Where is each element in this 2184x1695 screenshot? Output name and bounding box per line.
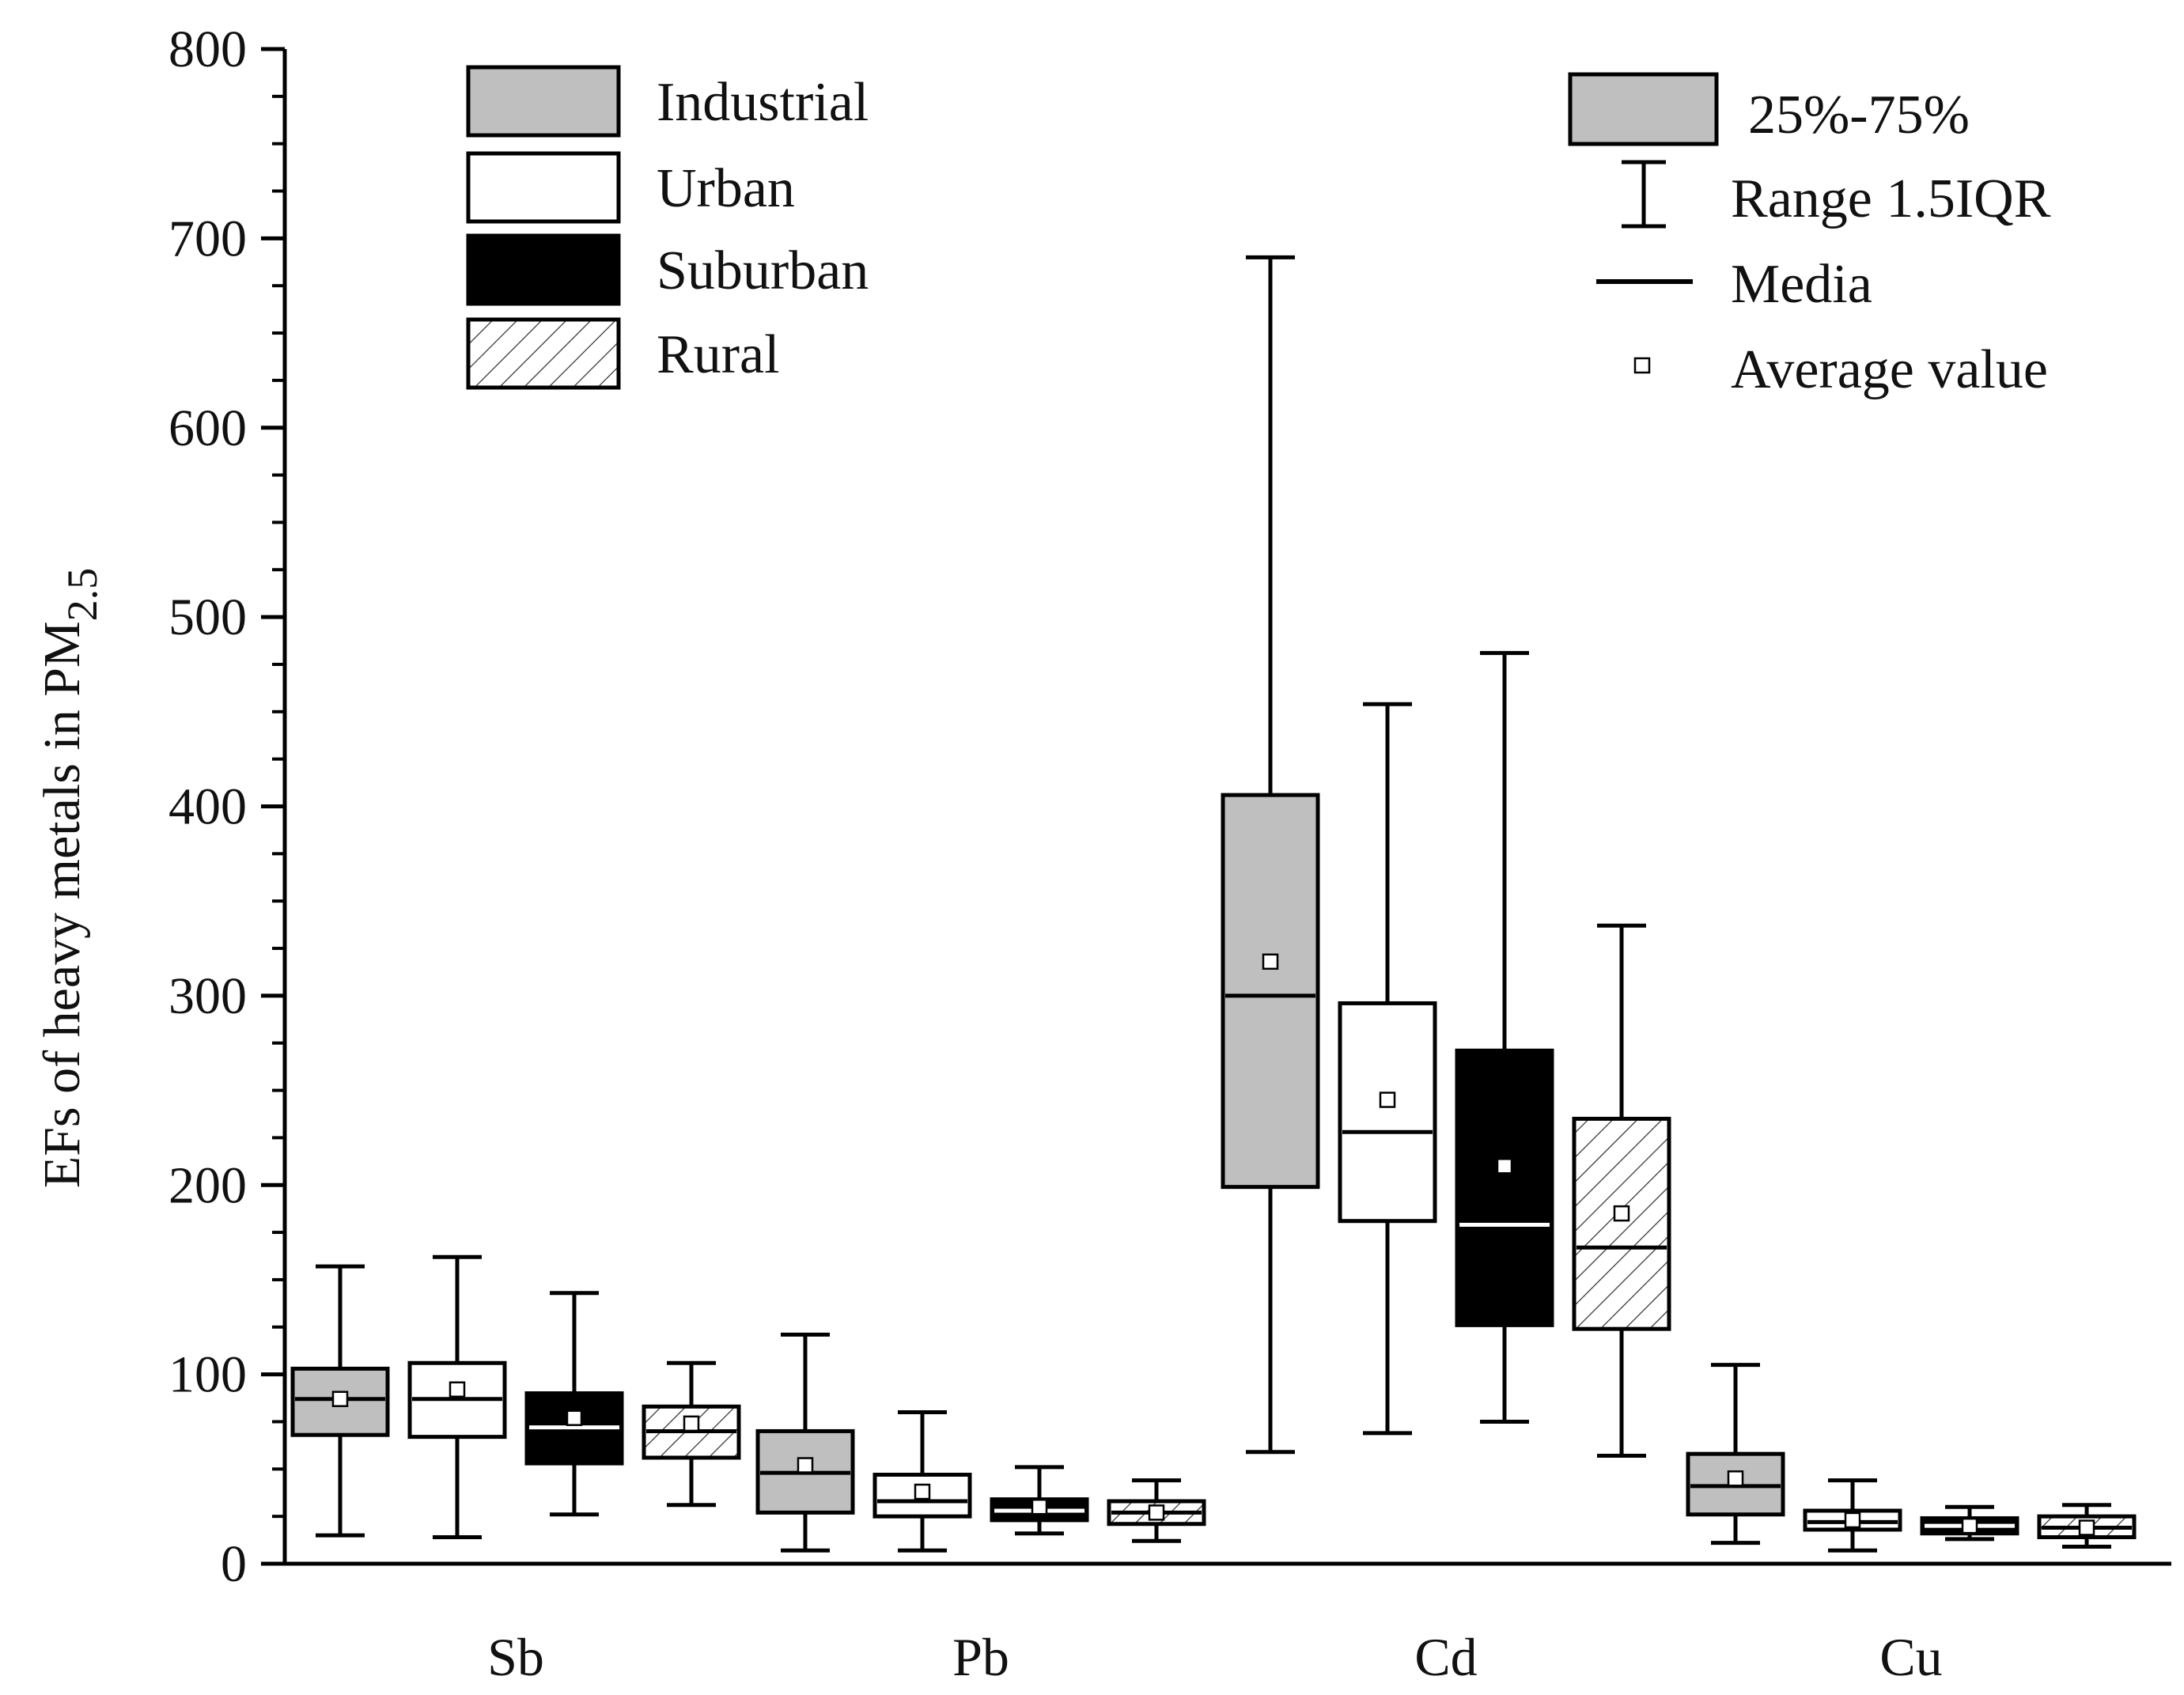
mean-marker [914, 1483, 931, 1500]
x-tick-label-sb: Sb [487, 1627, 544, 1687]
legend-swatch-urban [466, 151, 621, 224]
box-cd-suburban [1455, 651, 1554, 1424]
y-axis-label-main: EFs of heavy metals in PM [33, 621, 91, 1188]
mean-marker [1379, 1092, 1396, 1108]
legend-mean-label: Average value [1731, 339, 2048, 400]
y-tick-label-500: 500 [168, 588, 247, 646]
y-tick-label-300: 300 [168, 967, 247, 1025]
legend-range-label: Range 1.5IQR [1731, 168, 2051, 229]
legend-label-rural: Rural [657, 324, 780, 385]
mean-marker [1496, 1158, 1513, 1175]
y-tick-label-100: 100 [168, 1346, 247, 1404]
legend-swatch-rural [466, 317, 621, 390]
y-tick-label-800: 800 [168, 21, 247, 78]
mean-marker [2078, 1519, 2095, 1536]
iqr-box [1572, 1116, 1671, 1331]
mean-marker [1844, 1512, 1861, 1529]
box-sb-urban [407, 1254, 507, 1539]
box-cd-industrial [1221, 255, 1320, 1455]
iqr-box [1338, 1001, 1437, 1224]
iqr-box [1221, 793, 1320, 1190]
y-tick-label-700: 700 [168, 210, 247, 267]
legend-groups: Industrial Urban Suburban Rural [466, 65, 869, 390]
legend-mean-marker [1633, 357, 1651, 374]
box-cu-urban [1803, 1478, 1902, 1553]
y-tick-label-600: 600 [168, 399, 247, 457]
mean-marker [331, 1390, 349, 1407]
y-axis-label: EFs of heavy metals in PM2.5 [33, 568, 106, 1188]
legend-stats: 25%-75% Range 1.5IQR Media Average value [1568, 72, 2051, 400]
axes: 0 100 200 300 400 500 600 700 800 Sb Pb Cd Cu [168, 21, 2171, 1687]
y-tick-label-0: 0 [221, 1535, 247, 1593]
mean-marker [1727, 1470, 1744, 1487]
mean-marker [1148, 1504, 1165, 1521]
x-tick-label-cd: Cd [1414, 1627, 1477, 1687]
box-pb-rural [1107, 1478, 1206, 1543]
box-cu-industrial [1686, 1363, 1785, 1546]
box-sb-rural [642, 1360, 741, 1508]
mean-marker [1961, 1517, 1978, 1534]
legend-box-swatch [1568, 72, 1719, 146]
box-sb-industrial [290, 1264, 390, 1538]
mean-marker [683, 1415, 700, 1432]
mean-marker [1613, 1205, 1630, 1222]
legend-label-urban: Urban [657, 158, 795, 219]
mean-marker [566, 1409, 583, 1426]
y-tick-label-400: 400 [168, 778, 247, 836]
legend-swatch-suburban [466, 233, 621, 306]
iqr-box [1455, 1048, 1554, 1327]
box-sb-suburban [524, 1291, 624, 1517]
box-cd-rural [1572, 923, 1671, 1459]
mean-marker [1031, 1498, 1048, 1515]
y-tick-label-200: 200 [168, 1156, 247, 1214]
box-pb-suburban [990, 1465, 1089, 1536]
mean-marker [449, 1381, 466, 1398]
legend-label-suburban: Suburban [657, 240, 869, 301]
box-pb-urban [872, 1410, 972, 1553]
box-cd-urban [1338, 702, 1437, 1436]
x-tick-label-pb: Pb [952, 1627, 1009, 1687]
box-cu-suburban [1920, 1504, 2019, 1542]
legend-box-label: 25%-75% [1748, 85, 1970, 146]
legend-median-label: Media [1731, 254, 1872, 315]
legend-label-industrial: Industrial [657, 72, 869, 133]
y-axis-label-subscript: 2.5 [59, 568, 106, 622]
box-pb-industrial [755, 1332, 855, 1553]
legend-swatch-industrial [466, 65, 621, 138]
boxes [290, 255, 2137, 1553]
iqr-box [872, 1472, 972, 1519]
box-cu-rural [2037, 1503, 2137, 1549]
mean-marker [1262, 953, 1279, 970]
mean-marker [797, 1457, 814, 1474]
x-tick-label-cu: Cu [1879, 1627, 1942, 1687]
